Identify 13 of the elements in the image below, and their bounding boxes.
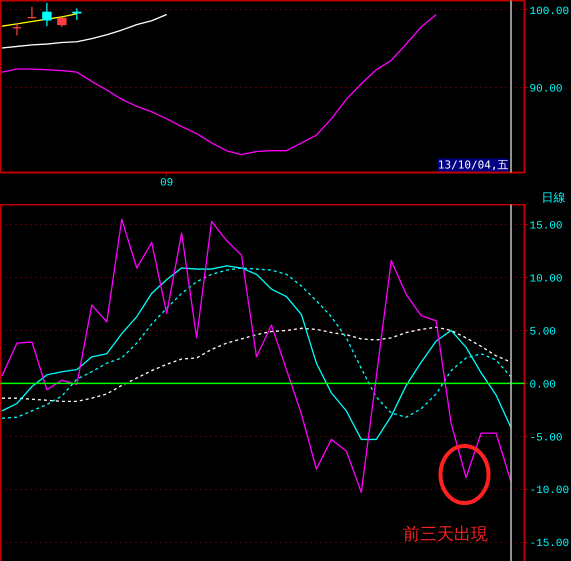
y-tick-label: -15.00 — [530, 538, 570, 550]
y-tick-label: 0.00 — [530, 379, 556, 392]
y-tick-label: 15.00 — [530, 220, 563, 233]
y-tick-label: 10.00 — [530, 274, 563, 286]
text: 日線 — [542, 190, 566, 204]
y-tick-label: -5.00 — [530, 432, 563, 444]
x-tick-label: 09 — [160, 178, 174, 190]
annotation: 13/10/04,五 — [438, 158, 509, 172]
y-tick-label: -10.00 — [530, 485, 570, 498]
annotation: 前三天出現 — [403, 524, 488, 544]
y-tick-label: 5.00 — [530, 326, 556, 338]
y-tick-label: 90.00 — [530, 84, 563, 96]
y-tick-label: 100.00 — [530, 6, 570, 18]
